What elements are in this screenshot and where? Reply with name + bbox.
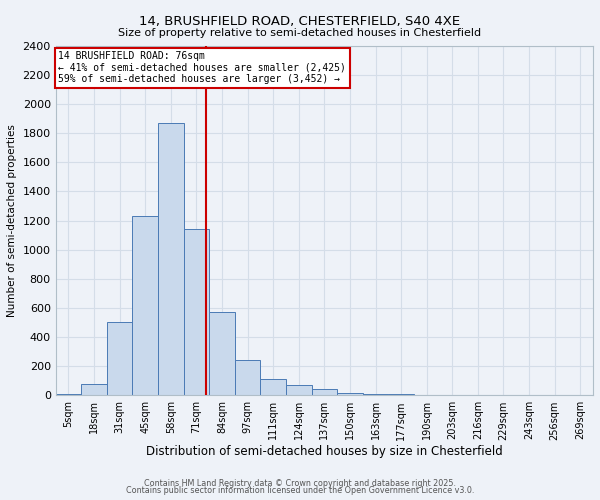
Bar — [439, 394, 465, 396]
Bar — [286, 385, 311, 396]
Bar — [414, 394, 439, 396]
Bar — [311, 388, 337, 396]
Text: Contains HM Land Registry data © Crown copyright and database right 2025.: Contains HM Land Registry data © Crown c… — [144, 478, 456, 488]
Bar — [133, 216, 158, 396]
Bar — [56, 394, 81, 396]
Bar — [107, 322, 133, 396]
Bar — [363, 394, 388, 396]
Bar — [337, 393, 363, 396]
Text: Size of property relative to semi-detached houses in Chesterfield: Size of property relative to semi-detach… — [118, 28, 482, 38]
Y-axis label: Number of semi-detached properties: Number of semi-detached properties — [7, 124, 17, 317]
Bar — [235, 360, 260, 396]
Bar — [184, 230, 209, 396]
Bar — [388, 394, 414, 396]
Text: 14 BRUSHFIELD ROAD: 76sqm
← 41% of semi-detached houses are smaller (2,425)
59% : 14 BRUSHFIELD ROAD: 76sqm ← 41% of semi-… — [58, 51, 346, 84]
Bar — [260, 378, 286, 396]
Text: Contains public sector information licensed under the Open Government Licence v3: Contains public sector information licen… — [126, 486, 474, 495]
Bar — [81, 384, 107, 396]
X-axis label: Distribution of semi-detached houses by size in Chesterfield: Distribution of semi-detached houses by … — [146, 445, 503, 458]
Bar — [158, 123, 184, 396]
Bar — [209, 312, 235, 396]
Text: 14, BRUSHFIELD ROAD, CHESTERFIELD, S40 4XE: 14, BRUSHFIELD ROAD, CHESTERFIELD, S40 4… — [139, 15, 461, 28]
